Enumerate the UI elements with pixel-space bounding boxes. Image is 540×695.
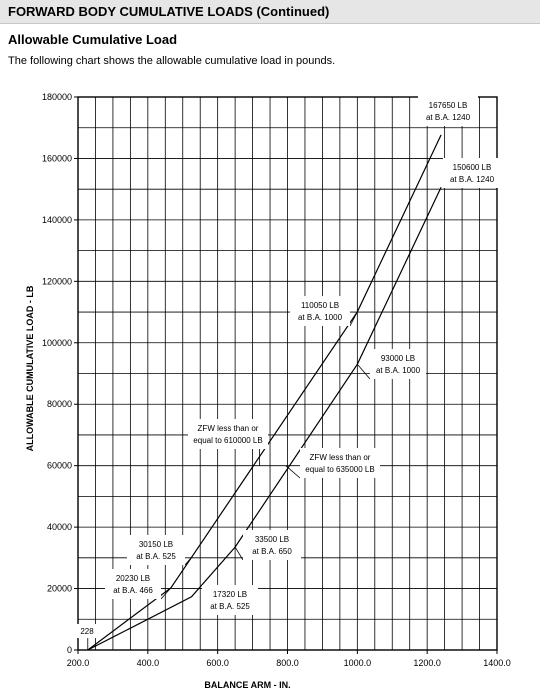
annotation-box xyxy=(418,96,478,126)
annotation-box xyxy=(370,349,426,379)
annotation-box xyxy=(443,158,501,188)
y-tick-label: 0 xyxy=(67,645,72,655)
annotation-box xyxy=(127,535,185,565)
annotation-leader xyxy=(184,557,192,566)
y-tick-label: 160000 xyxy=(42,153,72,163)
annotation-label: at B.A. 525 xyxy=(136,552,176,561)
annotation-label: 150600 LB xyxy=(453,163,492,172)
annotation-label: at B.A. 466 xyxy=(113,586,153,595)
y-tick-label: 120000 xyxy=(42,276,72,286)
x-axis-title: BALANCE ARM - IN. xyxy=(204,680,290,690)
y-tick-label: 80000 xyxy=(47,399,72,409)
annotation-label: 228 xyxy=(80,627,94,636)
annotation-label: equal to 610000 LB xyxy=(193,436,262,445)
annotation-box xyxy=(77,624,97,638)
intro-text: The following chart shows the allowable … xyxy=(8,55,336,67)
annotation-box xyxy=(188,419,268,449)
annotation-label: 33500 LB xyxy=(255,535,289,544)
x-tick-label: 800.0 xyxy=(276,658,299,668)
x-tick-label: 200.0 xyxy=(67,658,90,668)
annotation-label: 17320 LB xyxy=(213,590,247,599)
annotation-label: ZFW less than or xyxy=(198,424,259,433)
annotation-leader xyxy=(160,587,172,600)
annotation-leader xyxy=(234,546,244,561)
annotation-label: 167650 LB xyxy=(429,101,468,110)
x-tick-label: 1000.0 xyxy=(344,658,372,668)
annotation-leader xyxy=(285,465,301,479)
annotation-label: 20230 LB xyxy=(116,574,150,583)
annotation-box xyxy=(105,569,161,599)
annotation-label: 93000 LB xyxy=(381,354,415,363)
annotation-label: at B.A. 1240 xyxy=(426,113,471,122)
x-tick-label: 400.0 xyxy=(137,658,160,668)
annotation-box xyxy=(300,448,380,478)
annotation-box xyxy=(202,585,258,615)
x-tick-label: 1200.0 xyxy=(413,658,441,668)
annotation-label: at B.A. 1240 xyxy=(450,175,495,184)
y-tick-label: 60000 xyxy=(47,461,72,471)
annotation-leader xyxy=(349,311,358,327)
annotation-label: at B.A. 1000 xyxy=(298,313,343,322)
annotation-box xyxy=(290,296,350,326)
section-subtitle: Allowable Cumulative Load xyxy=(8,32,178,47)
y-tick-label: 20000 xyxy=(47,584,72,594)
annotation-label: at B.A. 1000 xyxy=(376,366,421,375)
annotation-label: ZFW less than or xyxy=(310,453,371,462)
y-tick-label: 40000 xyxy=(47,522,72,532)
page-title: FORWARD BODY CUMULATIVE LOADS (Continued… xyxy=(8,4,330,19)
x-tick-label: 600.0 xyxy=(206,658,229,668)
annotation-label: at B.A. 650 xyxy=(252,547,292,556)
annotation-leader xyxy=(191,584,203,598)
y-tick-label: 140000 xyxy=(42,215,72,225)
annotation-leader xyxy=(357,364,371,380)
y-tick-label: 100000 xyxy=(42,338,72,348)
header-bar: FORWARD BODY CUMULATIVE LOADS (Continued… xyxy=(0,0,540,24)
annotation-label: at B.A. 525 xyxy=(210,602,250,611)
y-tick-label: 180000 xyxy=(42,92,72,102)
annotation-box xyxy=(243,530,301,560)
annotation-label: 110050 LB xyxy=(301,301,339,310)
y-axis-title: ALLOWABLE CUMULATIVE LOAD - LB xyxy=(25,285,35,451)
annotation-label: 30150 LB xyxy=(139,540,173,549)
x-tick-label: 1400.0 xyxy=(483,658,511,668)
annotation-label: equal to 635000 LB xyxy=(305,465,374,474)
